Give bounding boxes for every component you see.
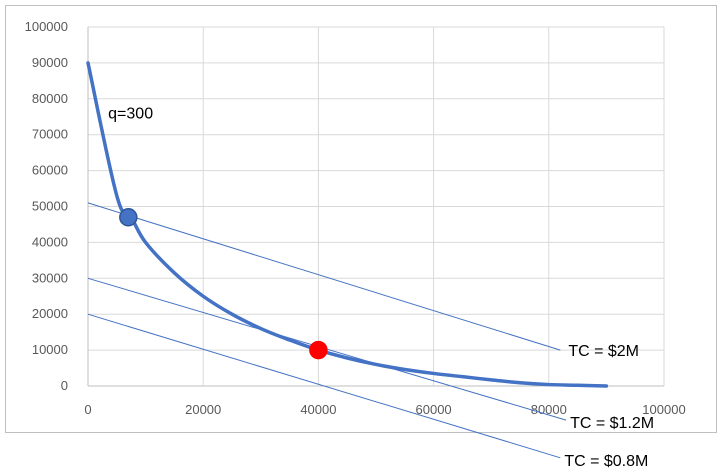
y-tick-label: 20000 [32, 306, 68, 321]
y-tick-label: 100000 [25, 19, 68, 34]
y-tick-label: 80000 [32, 91, 68, 106]
highlight-points [119, 208, 328, 360]
isocost-line [87, 313, 561, 459]
y-tick-label: 0 [61, 378, 68, 393]
y-tick-label: 10000 [32, 342, 68, 357]
x-tick-label: 80000 [531, 402, 567, 417]
y-tick-label: 40000 [32, 234, 68, 249]
tick-labels: 0 10000 20000 30000 40000 50000 60000 70000 8000… [25, 19, 686, 417]
x-tick-label: 100000 [642, 402, 685, 417]
gridlines [87, 26, 665, 387]
y-tick-label: 70000 [32, 127, 68, 142]
y-tick-label: 60000 [32, 163, 68, 178]
annotation-labels: TC = $2M TC = $1.2M TC = $0.8M q=300 [108, 106, 654, 470]
x-tick-label: 0 [84, 402, 91, 417]
x-tick-label: 60000 [416, 402, 452, 417]
isocost-label: TC = $2M [568, 343, 639, 360]
y-tick-label: 30000 [32, 270, 68, 285]
y-tick-label: 50000 [32, 199, 68, 214]
isocost-label: TC = $0.8M [564, 453, 648, 470]
isocost-lines [87, 202, 567, 459]
isocost-label: TC = $1.2M [570, 415, 654, 432]
x-tick-label: 20000 [185, 402, 221, 417]
curve-annotation: q=300 [108, 106, 153, 123]
highlight-point [309, 340, 328, 360]
isocost-line [87, 202, 561, 351]
x-tick-label: 40000 [300, 402, 336, 417]
highlight-point [119, 208, 138, 227]
y-tick-label: 90000 [32, 55, 68, 70]
